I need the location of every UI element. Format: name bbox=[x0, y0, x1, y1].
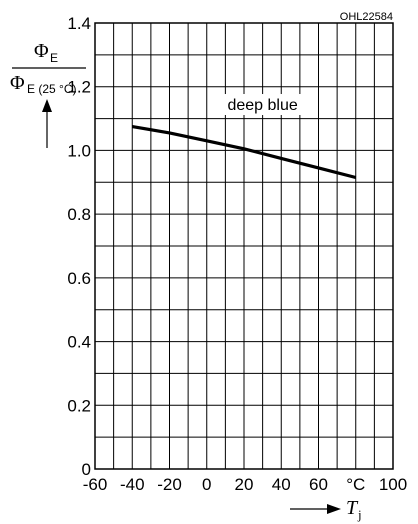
x-tick-label: 60 bbox=[309, 475, 328, 494]
x-tick-label: 100 bbox=[379, 475, 407, 494]
y-label-numerator-sub: E bbox=[50, 51, 58, 65]
x-tick-label: 0 bbox=[202, 475, 211, 494]
series-line-deep-blue bbox=[131, 124, 357, 180]
figure-code: OHL22584 bbox=[340, 11, 393, 23]
y-tick-label: 0.6 bbox=[67, 269, 91, 288]
y-tick-label: 1.0 bbox=[67, 141, 91, 160]
y-label-numerator-symbol: Φ bbox=[34, 40, 49, 62]
series-group: deep blue bbox=[131, 94, 357, 180]
y-tick-label: 0 bbox=[82, 460, 91, 479]
x-tick-label: 40 bbox=[272, 475, 291, 494]
x-tick-label: 20 bbox=[235, 475, 254, 494]
x-tick-labels: -60 -40 -20 0 20 40 60 °C 100 bbox=[83, 475, 407, 494]
y-tick-labels: 0 0.2 0.4 0.6 0.8 1.0 1.2 1.4 bbox=[67, 14, 91, 479]
x-label-symbol: T bbox=[346, 497, 359, 519]
series-label: deep blue bbox=[227, 97, 297, 114]
x-arrow-head bbox=[327, 504, 341, 514]
x-label-sub: j bbox=[357, 507, 362, 522]
y-tick-label: 0.2 bbox=[67, 396, 91, 415]
x-tick-label: -20 bbox=[157, 475, 182, 494]
y-label-denominator-sub: E (25 °C) bbox=[27, 82, 76, 96]
y-tick-label: 1.2 bbox=[67, 78, 91, 97]
x-axis-label: T j bbox=[290, 497, 362, 522]
x-tick-label: -40 bbox=[120, 475, 145, 494]
y-label-denominator-symbol: Φ bbox=[10, 72, 25, 94]
grid bbox=[95, 23, 393, 469]
y-tick-label: 0.8 bbox=[67, 205, 91, 224]
x-tick-label: °C bbox=[346, 475, 365, 494]
y-arrow-head bbox=[42, 99, 52, 112]
plot-frame bbox=[94, 22, 394, 470]
y-tick-label: 1.4 bbox=[67, 14, 91, 33]
y-tick-label: 0.4 bbox=[67, 333, 91, 352]
x-tick-label: -60 bbox=[83, 475, 108, 494]
y-axis-label: Φ E Φ E (25 °C) bbox=[10, 40, 86, 148]
series-label-background bbox=[220, 94, 307, 116]
